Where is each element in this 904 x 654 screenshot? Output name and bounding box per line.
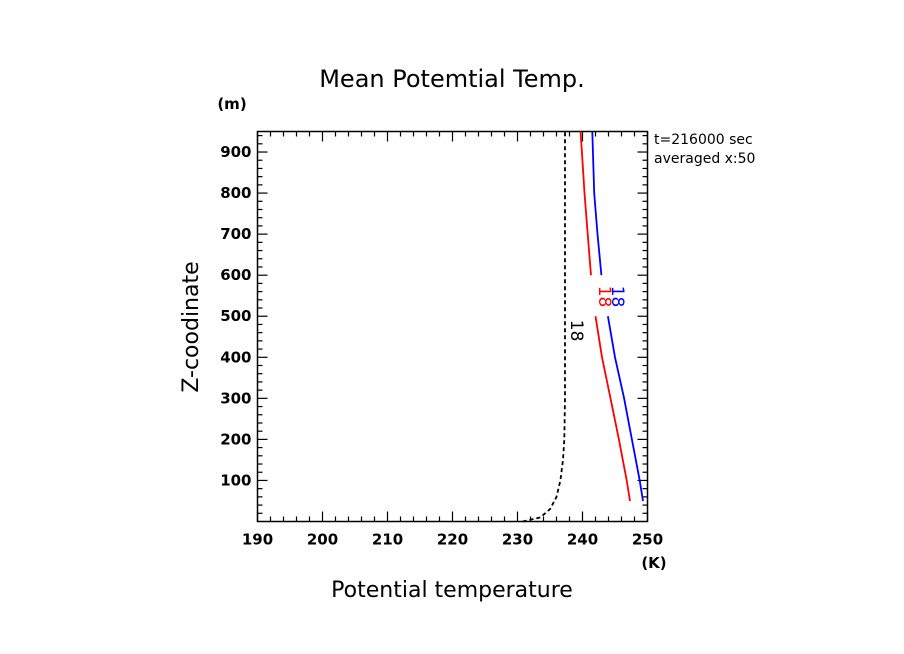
x-tick-label: 210 (372, 531, 403, 549)
x-tick-label: 250 (632, 531, 663, 549)
x-tick-label: 190 (242, 531, 273, 549)
y-tick-label: 400 (220, 348, 251, 366)
y-axis-unit: (m) (217, 95, 246, 113)
y-tick-label: 500 (220, 307, 251, 325)
x-tick-label: 200 (307, 531, 338, 549)
plot-frame (256, 130, 649, 523)
contour-label: 18 (566, 320, 586, 342)
series-layer (522, 131, 644, 523)
y-tick-label: 300 (220, 389, 251, 407)
contour-label: 18 (594, 286, 614, 308)
y-tick-label: 100 (220, 471, 251, 489)
x-tick-label: 220 (437, 531, 468, 549)
x-tick-label: 240 (567, 531, 598, 549)
contour-label: 18 (607, 286, 627, 308)
x-tick-label: 230 (502, 531, 533, 549)
x-axis-unit: (K) (641, 554, 666, 572)
series-line (607, 316, 644, 502)
series-line (579, 131, 592, 276)
y-axis-label: Z-coodinate (179, 261, 204, 392)
series-line (594, 316, 631, 502)
y-tick-label: 600 (220, 266, 251, 284)
y-tick-label: 800 (220, 184, 251, 202)
axis-ticks (256, 131, 649, 522)
y-tick-label: 700 (220, 225, 251, 243)
y-tick-label: 900 (220, 143, 251, 161)
tick-labels: 190 200 210 220 230 240 250 100 200 300 400 500 600 7… (220, 143, 663, 548)
y-tick-label: 200 (220, 430, 251, 448)
series-line (522, 131, 566, 523)
annotation-time: t=216000 sec (654, 132, 753, 148)
chart-title: Mean Potemtial Temp. (319, 65, 585, 93)
x-axis-label: Potential temperature (331, 578, 573, 603)
annotation-averaged: averaged x:50 (654, 151, 755, 167)
series-line (591, 131, 603, 276)
